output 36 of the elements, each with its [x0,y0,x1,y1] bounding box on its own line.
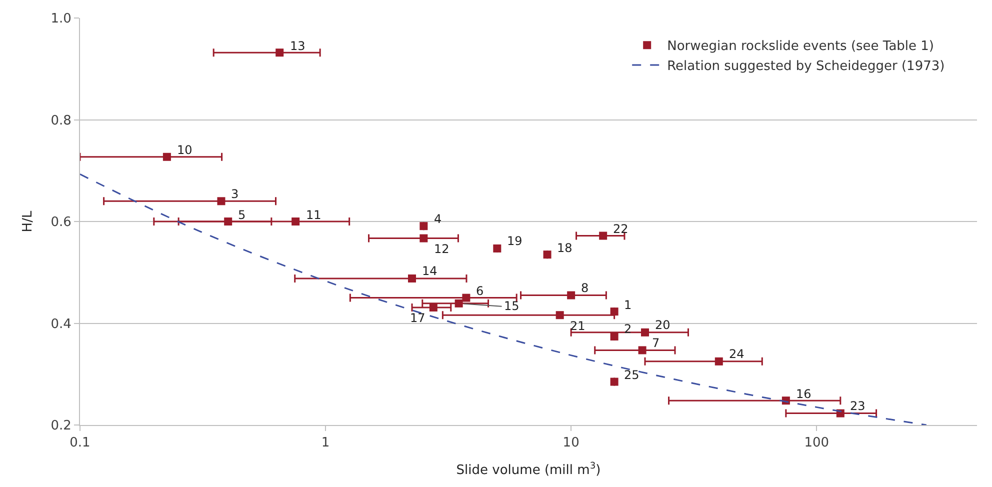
annotation: 24 [729,347,744,361]
x-tick-label: 10 [562,436,580,451]
annotation: 5 [238,208,246,222]
annotation: 8 [581,281,589,295]
annotation: 10 [177,143,192,157]
annotation: 13 [290,39,306,53]
x-tick-label: 1 [321,436,330,451]
y-tick-label: 0.6 [50,215,72,230]
y-tick-label: 1.0 [50,12,72,27]
annotation: 4 [434,212,442,226]
annotation: 21 [570,319,586,333]
annotation: 22 [613,222,628,236]
legend-label: Norwegian rockslide events (see Table 1) [667,39,934,54]
annotation: 1 [624,298,632,312]
x-tick-label: 0.1 [70,436,90,451]
annotation: 11 [306,208,322,222]
x-tick-label: 100 [804,436,830,451]
annotation: 15 [504,299,520,313]
y-tick-label: 0.8 [50,113,72,128]
y-tick-label: 0.4 [50,316,72,332]
annotation: 14 [422,264,438,278]
x-axis-title: Slide volume (mill m$^{3}$) [456,462,601,478]
annotation: 16 [796,387,812,401]
annotation: 25 [624,368,640,382]
annotation: 3 [231,187,239,201]
annotation: 7 [652,336,660,350]
y-axis-title: H/L [20,210,36,232]
annotation: 23 [850,399,866,413]
legend-label: Relation suggested by Scheidegger (1973) [667,59,945,74]
y-tick-label: 0.2 [50,418,72,434]
annotation: 6 [476,284,484,298]
annotation: 12 [434,242,450,256]
annotation: 17 [410,311,426,325]
annotation: 20 [655,318,670,332]
annotation: 18 [557,241,572,255]
annotation: 19 [507,234,522,248]
